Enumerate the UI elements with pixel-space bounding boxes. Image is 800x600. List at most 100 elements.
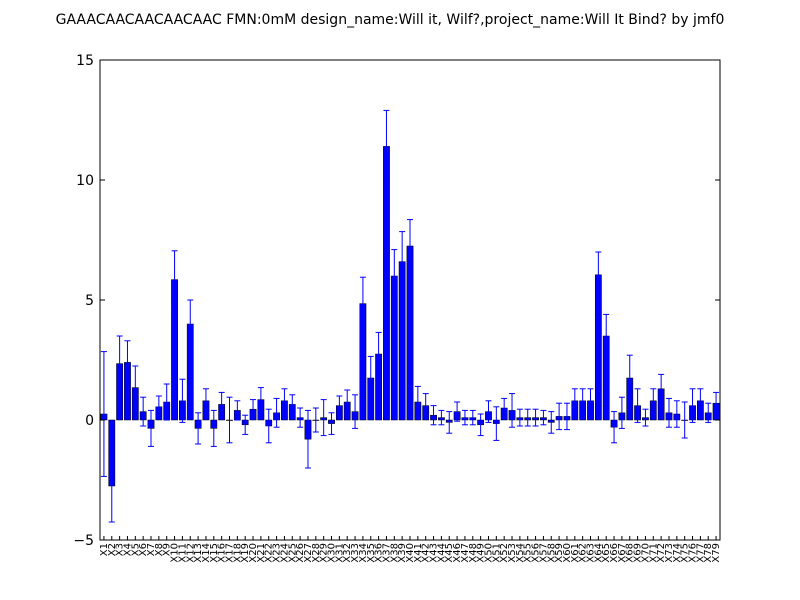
x-tick-label: X30 (327, 543, 338, 563)
error-bar-X48 (469, 409, 476, 426)
x-tick-label: X60 (562, 543, 573, 563)
x-tick-label: X44 (436, 543, 447, 563)
error-bar-X41 (414, 385, 421, 419)
error-bar-X5 (132, 365, 139, 410)
error-bar-X59 (556, 402, 563, 431)
error-bar-X7 (148, 409, 155, 447)
x-tick-label: X72 (656, 543, 667, 563)
error-bar-X2 (108, 449, 115, 523)
error-bar-X71 (650, 388, 657, 414)
x-tick-label: X14 (201, 543, 212, 563)
x-tick-label: X36 (374, 543, 385, 563)
x-tick-label: X1 (99, 543, 110, 556)
error-bar-X15 (210, 409, 217, 447)
error-bar-X70 (642, 408, 649, 427)
x-tick-label: X56 (531, 543, 542, 563)
x-tick-label: X50 (483, 543, 494, 563)
x-tick-label: X19 (240, 543, 251, 563)
x-tick-label: X7 (146, 543, 157, 556)
error-bar-X64 (595, 251, 602, 299)
x-tick-label: X6 (138, 543, 149, 556)
error-bar-X24 (281, 388, 288, 414)
error-bar-X38 (391, 249, 398, 303)
error-bar-X75 (681, 401, 688, 439)
x-tick-label: X63 (586, 543, 597, 563)
error-bar-X6 (140, 396, 147, 427)
error-bar-X66 (611, 411, 618, 444)
x-tick-label: X2 (107, 543, 118, 556)
x-tick-label: X71 (648, 543, 659, 563)
x-tick-label: X37 (381, 543, 392, 563)
error-bar-X62 (579, 388, 586, 414)
error-bar-X23 (273, 397, 280, 428)
error-bar-X68 (626, 354, 633, 402)
x-tick-label: X26 (295, 543, 306, 563)
y-axis: −5 0 5 10 15 (73, 53, 720, 549)
x-tick-label: X54 (515, 543, 526, 563)
x-tick-label: X78 (703, 543, 714, 563)
error-bar-X39 (399, 231, 406, 293)
x-tick-label: X43 (429, 543, 440, 563)
x-tick-label: X17 (224, 543, 235, 563)
x-tick-label: X24 (279, 543, 290, 563)
x-tick-label: X65 (601, 543, 612, 563)
error-bar-X29 (320, 399, 327, 437)
error-bar-X32 (344, 389, 351, 415)
x-tick-label: X28 (311, 543, 322, 563)
error-bar-X67 (618, 396, 625, 429)
error-bar-X69 (634, 388, 641, 423)
error-bar-X60 (563, 402, 570, 431)
x-tick-label: X38 (389, 543, 400, 563)
error-bar-X26 (297, 407, 304, 428)
error-bar-X57 (540, 409, 547, 426)
x-tick-label: X32 (342, 543, 353, 563)
x-tick-label: X47 (460, 543, 471, 563)
x-tick-label: X16 (217, 543, 228, 563)
x-tick-label: X58 (546, 543, 557, 563)
x-tick-label: X3 (115, 543, 126, 556)
x-tick-label: X61 (570, 543, 581, 563)
y-tick-label: 5 (85, 293, 94, 309)
error-bar-X19 (242, 414, 249, 435)
error-bar-X8 (155, 395, 162, 419)
error-bar-X34 (359, 276, 366, 331)
x-tick-label: X46 (452, 543, 463, 563)
error-bar-X37 (383, 109, 390, 183)
x-axis: X1X2X3X4X5X6X7X8X9X10X11X12X13X14X15X16X… (99, 536, 722, 563)
error-bar-X79 (713, 391, 720, 415)
x-tick-label: X49 (476, 543, 487, 563)
x-tick-label: X18 (232, 543, 243, 563)
error-bars-layer (100, 109, 720, 523)
x-tick-label: X66 (609, 543, 620, 563)
x-tick-label: X51 (491, 543, 502, 563)
error-bar-X76 (689, 388, 696, 423)
x-tick-label: X10 (170, 543, 181, 563)
x-tick-label: X62 (578, 543, 589, 563)
x-tick-label: X70 (640, 543, 651, 563)
x-tick-label: X21 (256, 543, 267, 563)
error-bar-X4 (124, 340, 131, 385)
x-tick-label: X8 (154, 543, 165, 556)
error-bar-X49 (477, 413, 484, 437)
error-bar-X40 (407, 219, 413, 273)
y-tick-label: 10 (76, 173, 94, 189)
error-bar-X47 (461, 409, 468, 426)
y-tick-label: 15 (76, 53, 94, 69)
error-bar-X20 (250, 399, 257, 420)
x-tick-label: X5 (130, 543, 141, 556)
error-bar-X51 (493, 406, 500, 441)
y-tick-label: 0 (85, 413, 94, 429)
error-bar-X27 (304, 409, 311, 469)
error-bar-X73 (665, 397, 672, 428)
x-tick-label: X76 (688, 543, 699, 563)
error-bar-X58 (548, 411, 555, 434)
error-bar-X25 (289, 394, 296, 415)
error-bar-X61 (571, 388, 578, 414)
plot-border (99, 59, 721, 541)
x-tick-label: X22 (264, 543, 275, 563)
error-bar-X43 (430, 405, 437, 426)
error-bar-X28 (312, 407, 319, 433)
x-tick-label: X55 (523, 543, 534, 563)
error-bar-X18 (234, 400, 241, 421)
